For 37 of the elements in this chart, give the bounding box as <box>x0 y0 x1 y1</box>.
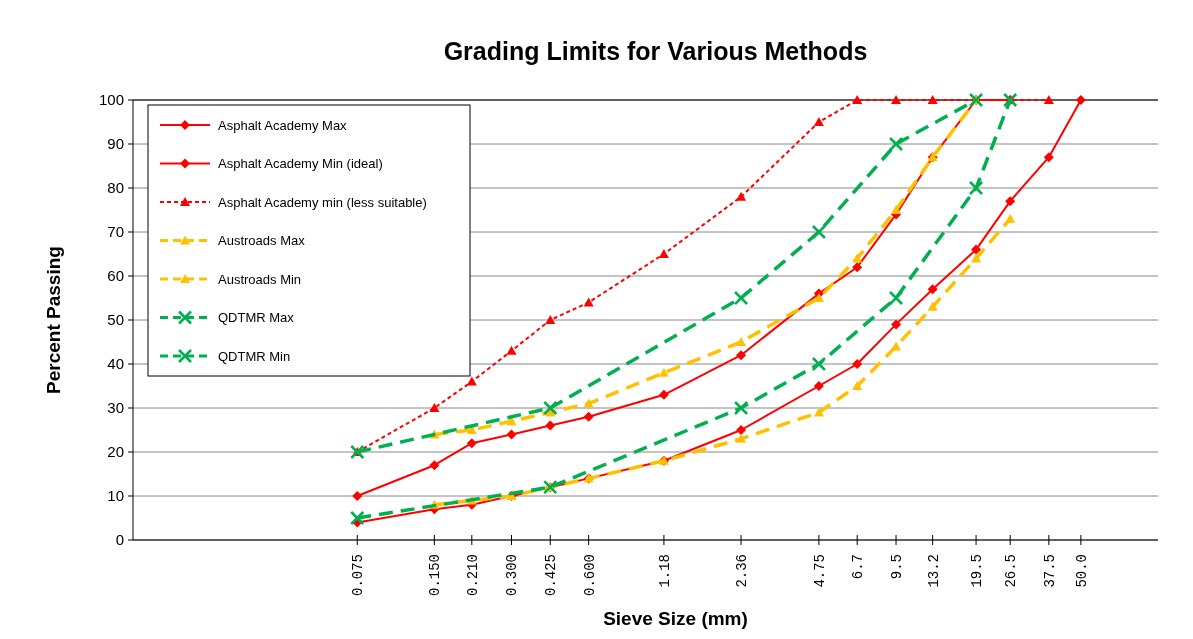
legend-label: Austroads Min <box>218 271 302 287</box>
x-tick-label: 0.600 <box>581 554 598 597</box>
y-tick-label: 90 <box>107 135 124 153</box>
x-tick-label: 37.5 <box>1041 554 1058 588</box>
y-tick-label: 60 <box>107 267 124 285</box>
x-tick-label: 1.18 <box>656 554 673 588</box>
y-tick-label: 50 <box>107 311 124 329</box>
x-tick-label: 26.5 <box>1003 554 1020 588</box>
y-tick-label: 40 <box>107 355 124 373</box>
x-tick-label: 13.2 <box>925 554 942 588</box>
legend-label: Austroads Max <box>218 233 306 249</box>
legend-label: Asphalt Academy Max <box>218 117 348 133</box>
legend-label: QDTMR Max <box>218 310 295 326</box>
y-tick-label: 10 <box>107 487 124 505</box>
x-tick-label: 4.75 <box>811 554 828 588</box>
x-axis-title: Sieve Size (mm) <box>603 608 748 629</box>
x-tick-label: 2.36 <box>733 554 750 588</box>
x-tick-label: 0.150 <box>427 554 444 597</box>
x-tick-label: 0.075 <box>350 554 367 597</box>
legend-label: QDTMR Min <box>218 348 291 364</box>
y-tick-label: 70 <box>107 223 124 241</box>
x-tick-label: 9.5 <box>888 554 905 580</box>
x-tick-label: 6.7 <box>850 554 867 580</box>
y-tick-label: 30 <box>107 399 124 417</box>
y-tick-label: 20 <box>107 443 124 461</box>
y-axis-title: Percent Passing <box>43 246 64 394</box>
legend-label: Asphalt Academy Min (ideal) <box>218 156 383 172</box>
y-tick-label: 0 <box>115 531 124 549</box>
y-tick-label: 100 <box>98 91 124 109</box>
legend-label: Asphalt Academy min (less suitable) <box>218 194 427 210</box>
x-tick-label: 50.0 <box>1073 554 1090 588</box>
y-tick-label: 80 <box>107 179 124 197</box>
x-tick-label: 0.425 <box>543 554 560 597</box>
x-tick-label: 0.300 <box>504 554 521 597</box>
x-tick-label: 19.5 <box>968 554 985 588</box>
x-tick-label: 0.210 <box>464 554 481 597</box>
chart-title: Grading Limits for Various Methods <box>443 37 868 65</box>
